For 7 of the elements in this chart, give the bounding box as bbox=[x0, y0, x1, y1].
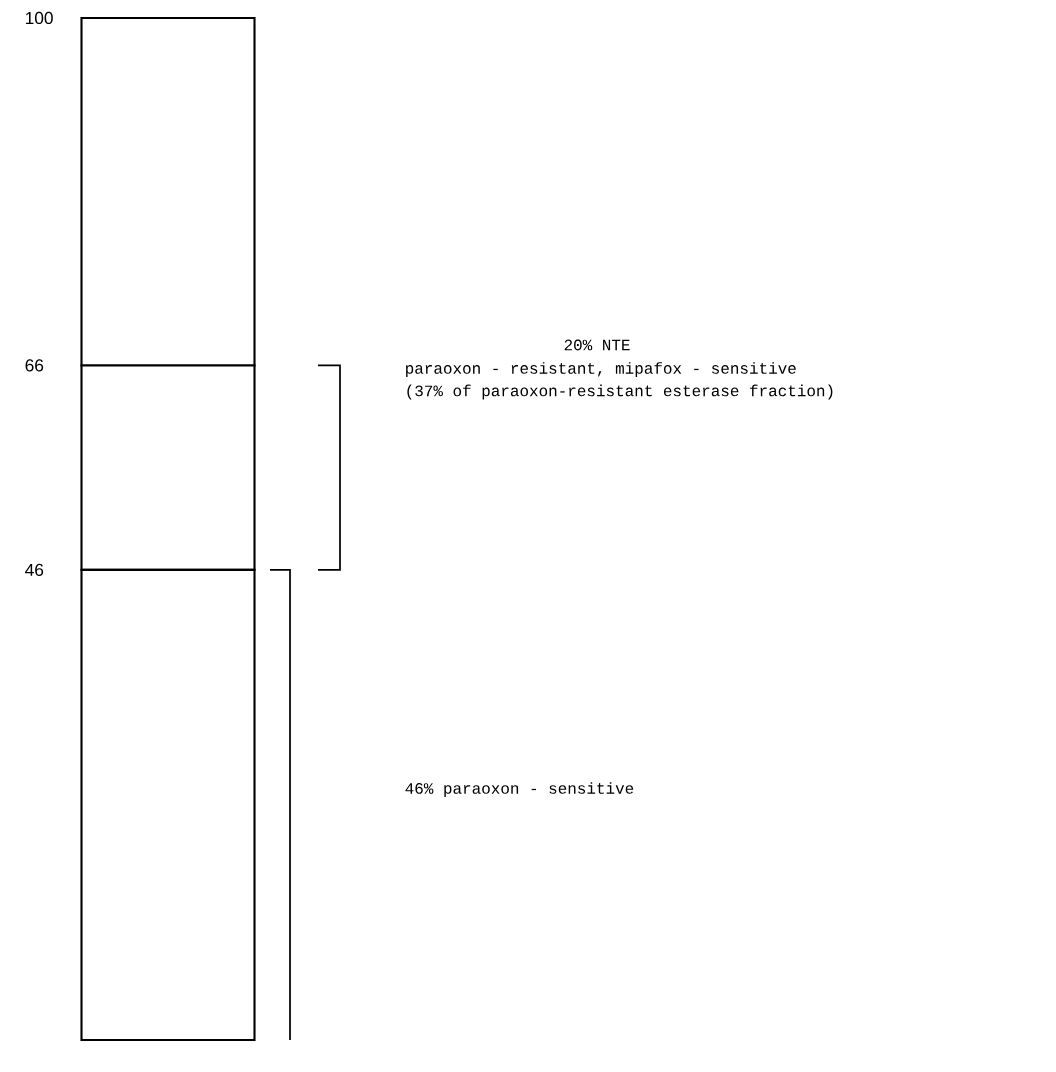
text: (37% of paraoxon-resistant esterase fraction) bbox=[407, 384, 833, 400]
y-tick-label: 66 bbox=[25, 359, 44, 372]
text: 46% paraoxon - sensitive bbox=[405, 782, 634, 798]
text: paraoxon - resistant, mipafox - sensitive bbox=[406, 362, 796, 377]
text: 20% NTE bbox=[564, 339, 630, 351]
y-tick-label: 46 bbox=[25, 563, 44, 576]
y-tick-label: 100 bbox=[26, 11, 53, 25]
